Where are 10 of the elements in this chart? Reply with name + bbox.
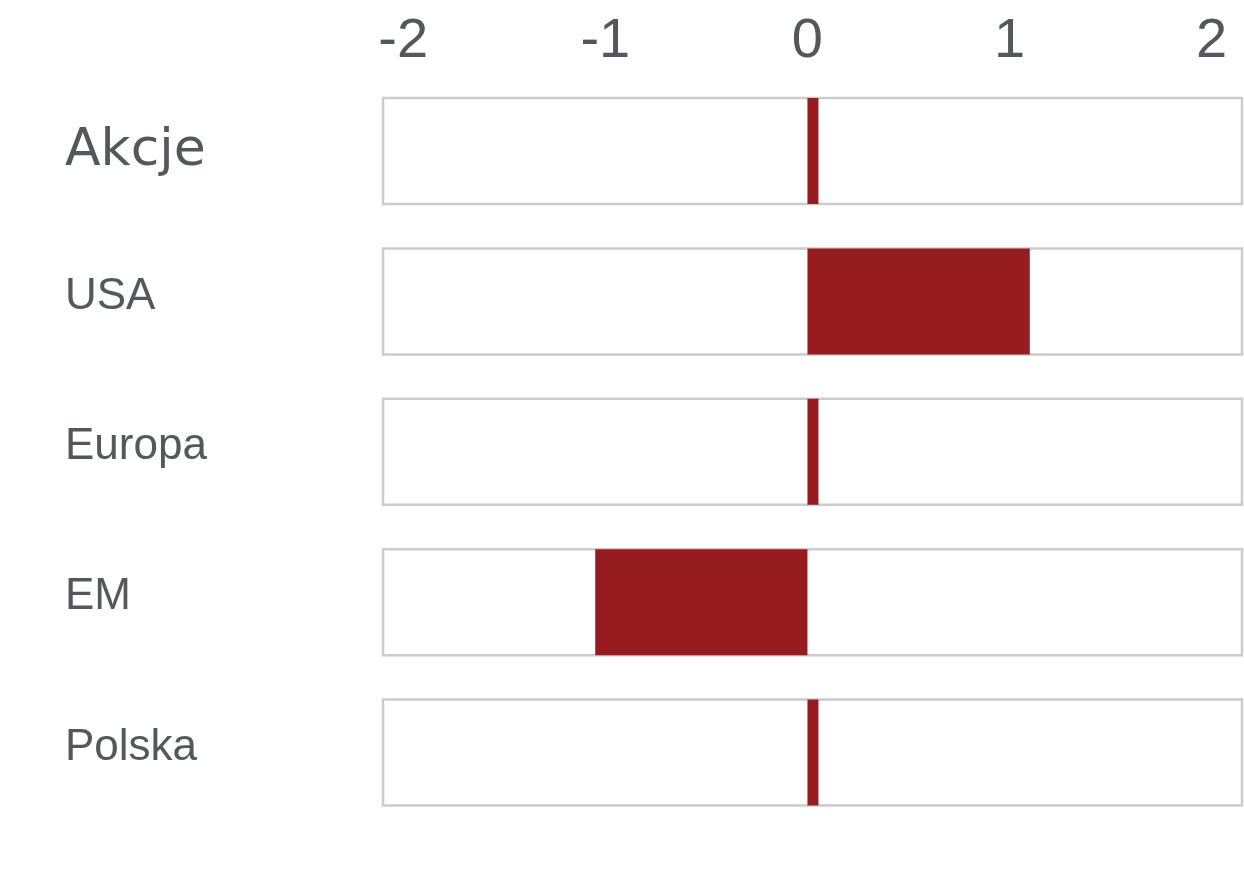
x-tick-label: 1 — [993, 6, 1026, 69]
y-tick-label: Polska — [65, 719, 198, 769]
x-tick-label: 2 — [1196, 6, 1228, 69]
x-tick-label: 0 — [791, 6, 824, 69]
x-tick-label: -2 — [378, 6, 429, 69]
y-tick-label: Europa — [65, 419, 208, 468]
y-tick-label: EM — [65, 569, 131, 619]
y-tick-label: USA — [65, 268, 157, 318]
x-tick-label: -1 — [580, 6, 631, 69]
y-tick-label: Akcje — [65, 117, 206, 178]
